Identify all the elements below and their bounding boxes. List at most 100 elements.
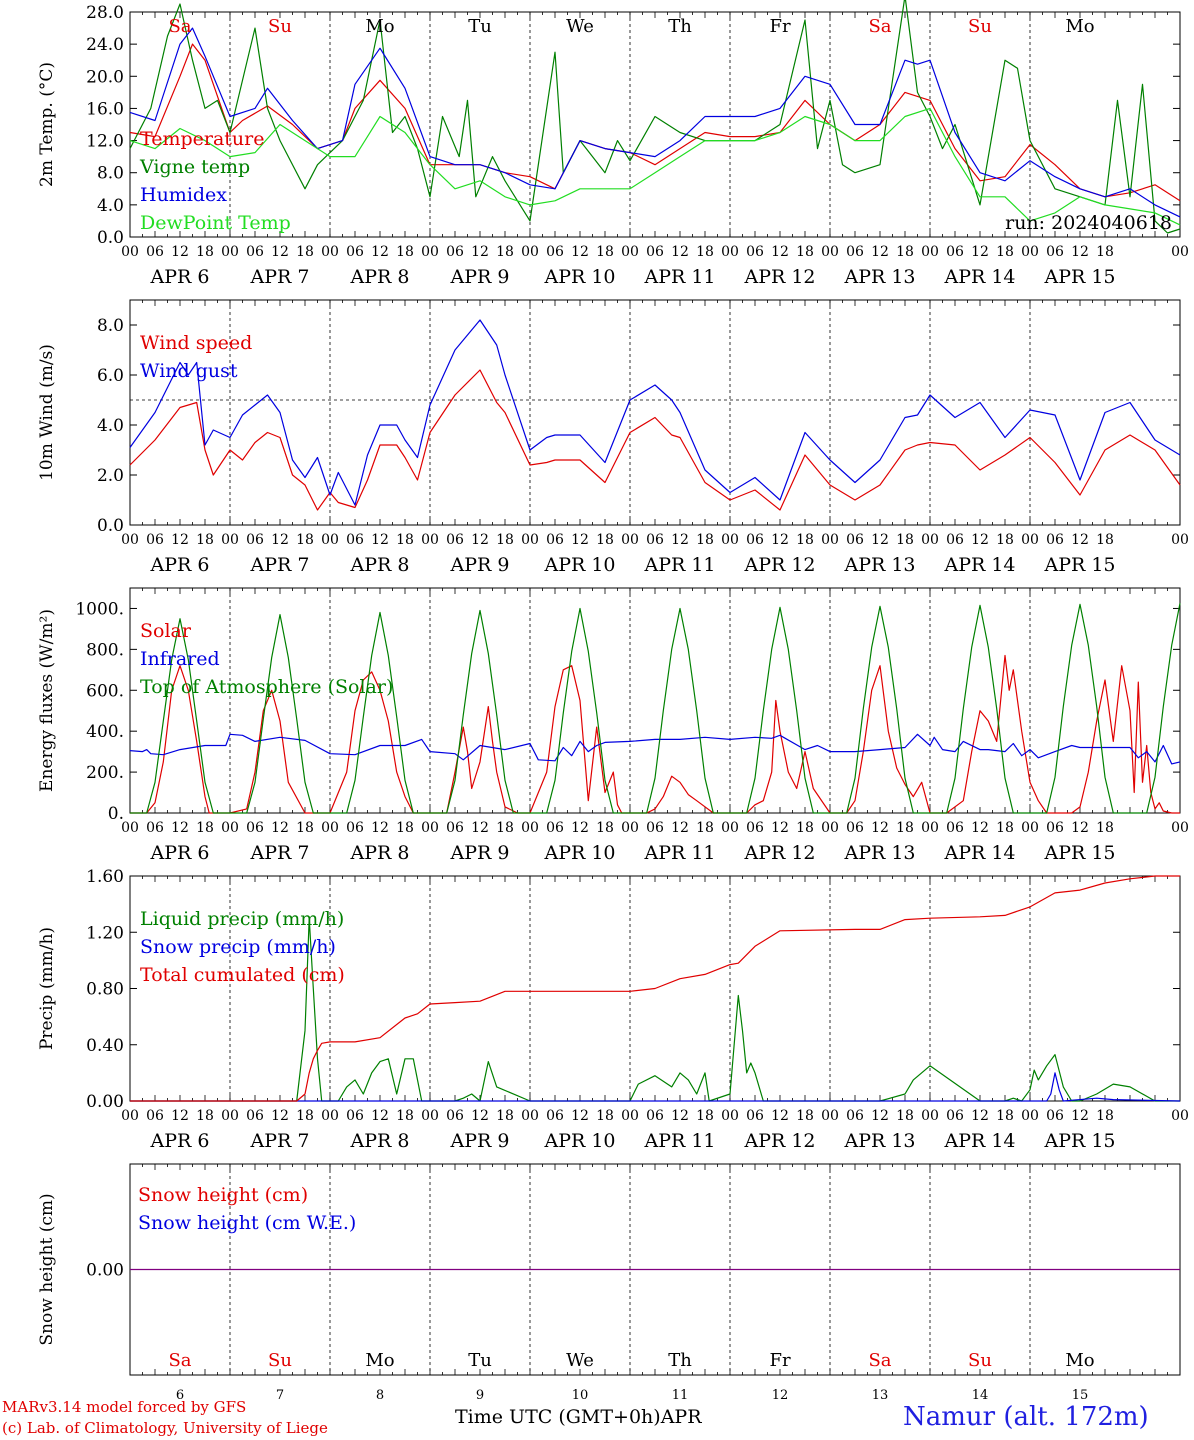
hour-label: 12 [571,244,589,260]
weekday-label: Sa [868,1350,891,1371]
date-label: APR 9 [450,842,510,864]
hour-label: 06 [646,820,664,836]
hour-label: 00 [321,820,339,836]
y-tick-label: 0.80 [86,980,124,1000]
hour-label: 06 [446,820,464,836]
weekday-label: Fr [769,1350,790,1371]
y-tick-label: 8.0 [97,164,124,184]
model-credit: MARv3.14 model forced by GFS [2,1398,247,1416]
y-tick-label: 0. [108,804,124,824]
y-tick-label: 4.0 [97,196,124,216]
hour-label: 12 [471,532,489,548]
hour-label: 18 [196,532,214,548]
hour-label: 06 [546,244,564,260]
date-label: APR 11 [643,266,715,288]
date-label: APR 9 [450,266,510,288]
legend-entry: Total cumulated (cm) [140,964,345,986]
series-line-humidex [129,27,1181,218]
series-line-vigne-temp [129,0,1181,234]
hour-label: 18 [996,244,1014,260]
date-label: APR 14 [943,1130,1015,1152]
date-label: APR 15 [1043,1130,1115,1152]
hour-label: 12 [671,820,689,836]
hour-label: 18 [896,244,914,260]
hour-label: 12 [871,820,889,836]
hour-label: 18 [696,1108,714,1124]
hour-label: 00 [821,532,839,548]
copyright-credit: (c) Lab. of Climatology, University of L… [2,1419,328,1437]
hour-label: 18 [396,820,414,836]
hour-label: 18 [896,1108,914,1124]
run-annotation: run: 2024040618 [1005,212,1172,234]
hour-label: 12 [471,820,489,836]
hour-label: 06 [1046,820,1064,836]
weekday-label: Sa [868,16,891,37]
legend-entry: Wind gust [140,360,238,382]
date-label: APR 8 [350,554,410,576]
hour-label: 00 [921,820,939,836]
hour-label: 00 [1171,820,1189,836]
hour-label: 00 [321,1108,339,1124]
date-label: APR 11 [643,842,715,864]
hour-label: 00 [521,1108,539,1124]
hour-label: 06 [246,1108,264,1124]
hour-label: 00 [221,532,239,548]
hour-label: 00 [321,532,339,548]
hour-label: 06 [646,532,664,548]
hour-label: 00 [221,820,239,836]
legend-entry: Top of Atmosphere (Solar) [140,676,393,698]
hour-label: 06 [346,244,364,260]
hour-label: 18 [296,244,314,260]
station-name: Namur (alt. 172m) [903,1402,1149,1432]
weekday-label: Su [968,1350,992,1371]
hour-label: 12 [1071,820,1089,836]
hour-label: 00 [721,820,739,836]
hour-label: 06 [946,244,964,260]
series-line-snow-precip-mm-h- [130,1072,1181,1102]
hour-label: 18 [496,244,514,260]
date-label: APR 11 [643,554,715,576]
hour-label: 00 [521,532,539,548]
hour-label: 12 [271,820,289,836]
hour-label: 06 [846,820,864,836]
date-label: APR 7 [250,842,310,864]
y-tick-label: 0.00 [86,1092,124,1112]
hour-label: 12 [871,1108,889,1124]
hour-label: 12 [371,1108,389,1124]
hour-label: 18 [996,820,1014,836]
hour-label: 12 [871,532,889,548]
weekday-label: Tu [468,16,492,37]
date-label: APR 12 [743,266,815,288]
hour-label: 12 [471,1108,489,1124]
hour-label: 18 [596,532,614,548]
hour-label: 12 [671,1108,689,1124]
weekday-label: Mo [365,16,394,37]
hour-label: 00 [721,532,739,548]
legend-entry: Snow height (cm) [138,1184,308,1206]
hour-label: 00 [221,244,239,260]
date-label: APR 15 [1043,266,1115,288]
hour-label: 12 [571,820,589,836]
hour-label: 00 [1021,244,1039,260]
y-tick-label: 12.0 [86,132,124,152]
panel-frame [129,11,1181,238]
y-axis-label: Precip (mm/h) [37,927,57,1050]
hour-label: 00 [221,1108,239,1124]
date-label: APR 11 [643,1130,715,1152]
hour-label: 18 [896,532,914,548]
hour-label: 00 [421,1108,439,1124]
hour-label: 06 [246,532,264,548]
hour-label: 12 [871,244,889,260]
legend-entry: Liquid precip (mm/h) [140,908,344,930]
hour-label: 00 [1021,820,1039,836]
date-label: APR 12 [743,842,815,864]
day-number: 15 [1072,1388,1089,1403]
hour-label: 12 [771,244,789,260]
day-number: 14 [972,1388,989,1403]
legend-entry: Wind speed [140,332,252,354]
panel-precip [129,875,1181,1102]
hour-label: 00 [921,1108,939,1124]
series-line-solar [130,654,1180,814]
hour-label: 00 [321,244,339,260]
hour-label: 12 [371,532,389,548]
